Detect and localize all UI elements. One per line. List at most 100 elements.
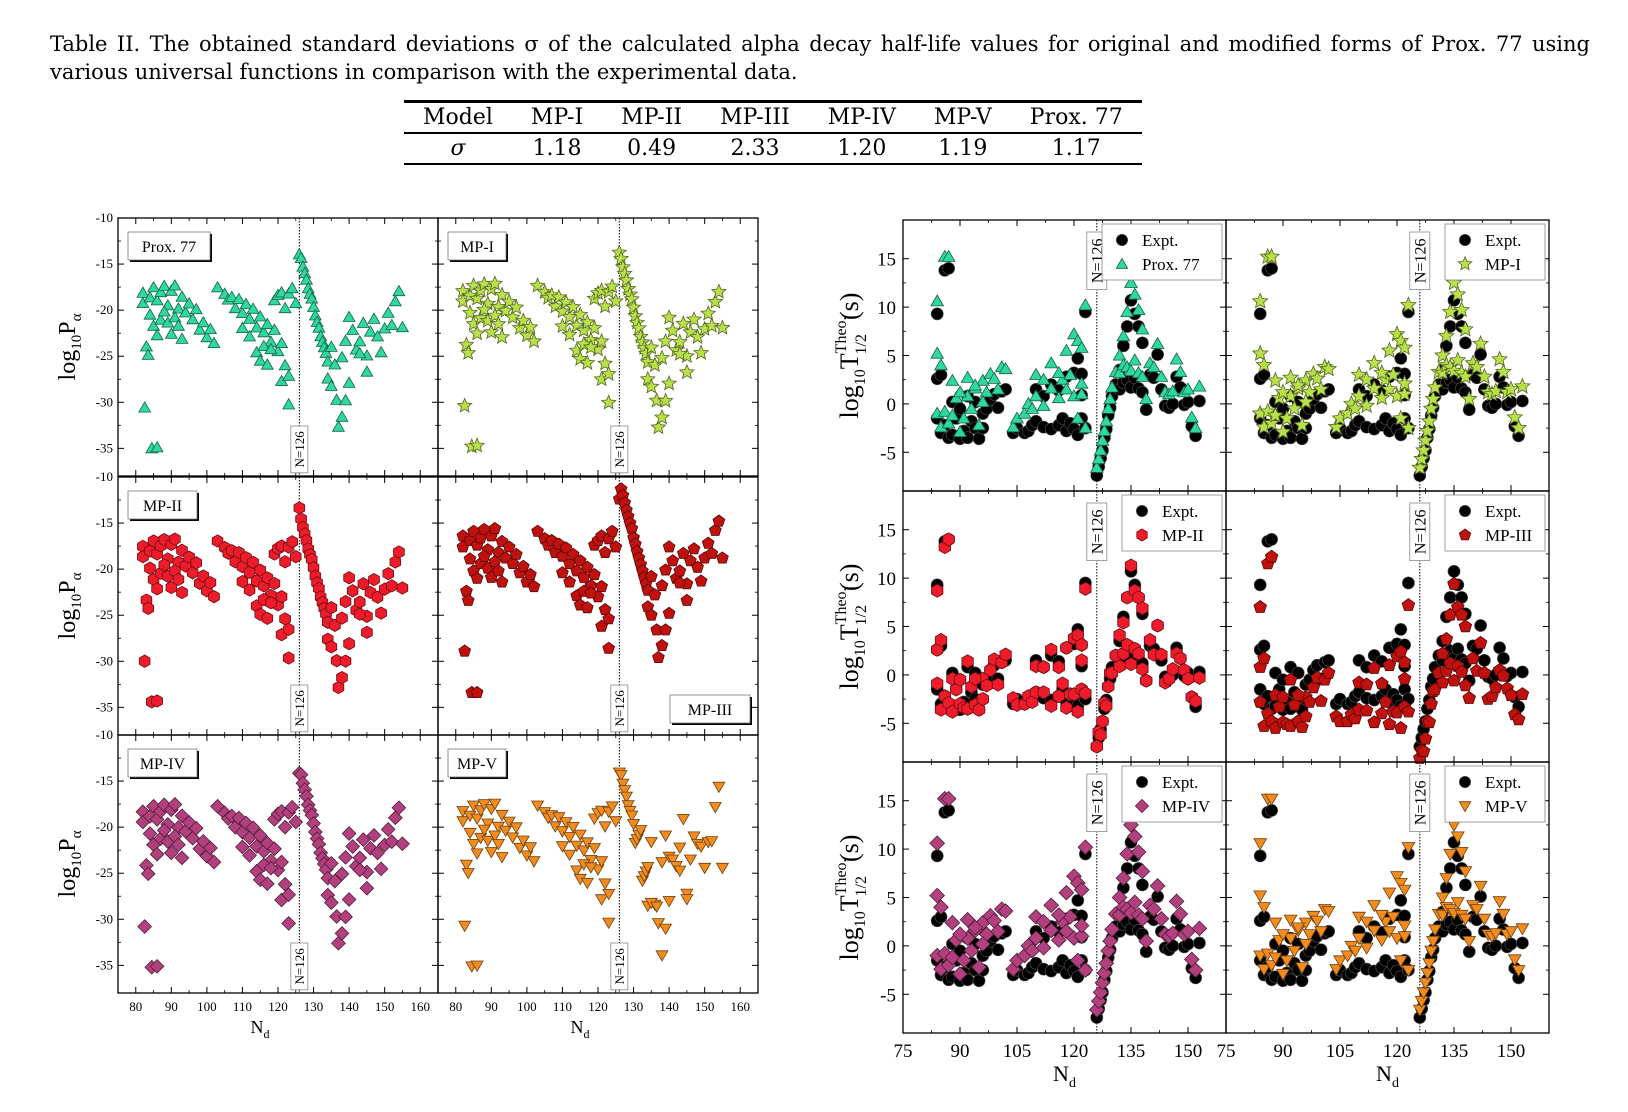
data-point (1134, 910, 1151, 927)
data-point (945, 373, 960, 386)
data-point (324, 379, 338, 391)
panel-label-box (127, 231, 211, 261)
data-point (456, 816, 470, 828)
data-point (225, 290, 239, 303)
data-point (1096, 714, 1109, 729)
data-point (336, 611, 348, 625)
data-point (1426, 936, 1441, 949)
data-point (703, 317, 720, 333)
data-point (1458, 528, 1472, 541)
data-point (1504, 926, 1518, 939)
data-point (673, 865, 687, 878)
data-point (495, 852, 509, 864)
data-point (1329, 964, 1344, 977)
data-point (565, 298, 582, 314)
data-point (149, 959, 165, 974)
n126-label-box (1409, 502, 1431, 561)
n126-label: N=126 (1089, 510, 1106, 555)
data-point (342, 376, 356, 388)
data-point (1051, 365, 1066, 379)
data-point (1264, 793, 1279, 806)
data-point (193, 323, 207, 335)
data-point (1283, 672, 1298, 686)
data-point (1489, 680, 1503, 694)
data-point (1358, 396, 1376, 414)
data-point (941, 249, 956, 262)
x-tick-label: 150 (695, 999, 715, 1014)
legend-label-expt: Expt. (1162, 773, 1198, 792)
panel-halflife-mp-ii: 15 10 5 0 -5 N=126 Expt. MP-II log10TTheo. 1/2(s) (833, 490, 1227, 763)
data-point (468, 325, 486, 341)
data-point (312, 321, 326, 333)
data-point (1117, 615, 1130, 630)
data-point (142, 826, 158, 841)
expt-point (1314, 401, 1328, 415)
x-tick-label: 135 (1117, 1041, 1146, 1062)
data-point (991, 382, 1005, 395)
data-point (380, 822, 396, 837)
data-point (1168, 893, 1185, 910)
data-point (714, 319, 731, 335)
expt-point (1295, 432, 1309, 446)
data-point (942, 532, 955, 547)
data-point (1184, 410, 1199, 423)
data-point (554, 317, 571, 334)
data-point (172, 572, 185, 587)
x-axis-label: Nd (1053, 1061, 1076, 1091)
data-point (1063, 367, 1078, 380)
data-point (1340, 950, 1355, 963)
data-point (1078, 298, 1093, 311)
data-point (694, 841, 708, 854)
table-header-cell: Prox. 77 (1010, 101, 1142, 134)
data-point (653, 349, 671, 365)
data-point (1251, 292, 1269, 309)
data-point (353, 607, 366, 621)
data-point (1416, 744, 1431, 758)
data-point (658, 830, 673, 843)
data-point (1418, 731, 1433, 745)
y-tick-label: 15 (877, 250, 896, 271)
data-point (381, 306, 395, 318)
data-point (282, 622, 295, 637)
y-tick-label: 10 (877, 298, 896, 319)
data-point (353, 334, 367, 347)
data-point (1036, 398, 1051, 411)
data-point (1412, 1004, 1427, 1017)
data-point (1135, 322, 1150, 335)
data-point (498, 825, 513, 838)
y-tick-label: -10 (96, 727, 113, 742)
data-point (1515, 687, 1530, 700)
expt-point (1253, 578, 1267, 592)
data-point (1401, 842, 1416, 855)
n126-label: N=126 (612, 690, 627, 727)
data-point (618, 271, 635, 288)
data-point (1124, 558, 1138, 573)
data-point (370, 845, 385, 861)
panel-logP-prox-77: -10 -15 -20 -25 -30 -35 N=126 Prox. 77 log10Pα (55, 210, 439, 477)
data-point (580, 837, 594, 849)
data-point (150, 440, 164, 453)
data-point (339, 594, 352, 609)
data-point (274, 854, 289, 870)
data-point (1155, 647, 1168, 662)
data-point (600, 365, 617, 381)
data-point (1397, 655, 1412, 669)
y-tick-label: -35 (96, 440, 113, 455)
data-point (460, 344, 477, 360)
data-point (1352, 933, 1366, 946)
data-point (1145, 901, 1162, 917)
data-point (675, 315, 692, 331)
data-point (666, 854, 680, 866)
table-cell: 2.33 (730, 136, 780, 161)
data-point (395, 320, 410, 333)
data-point (461, 593, 475, 606)
data-point (1069, 952, 1086, 969)
n126-label-box (290, 942, 309, 991)
data-point (1045, 698, 1058, 713)
data-point (1386, 911, 1401, 924)
data-point (570, 564, 584, 577)
data-point (657, 392, 674, 408)
data-point (506, 832, 520, 844)
legend-label-model: MP-V (1485, 797, 1528, 816)
data-point (1416, 987, 1431, 1000)
